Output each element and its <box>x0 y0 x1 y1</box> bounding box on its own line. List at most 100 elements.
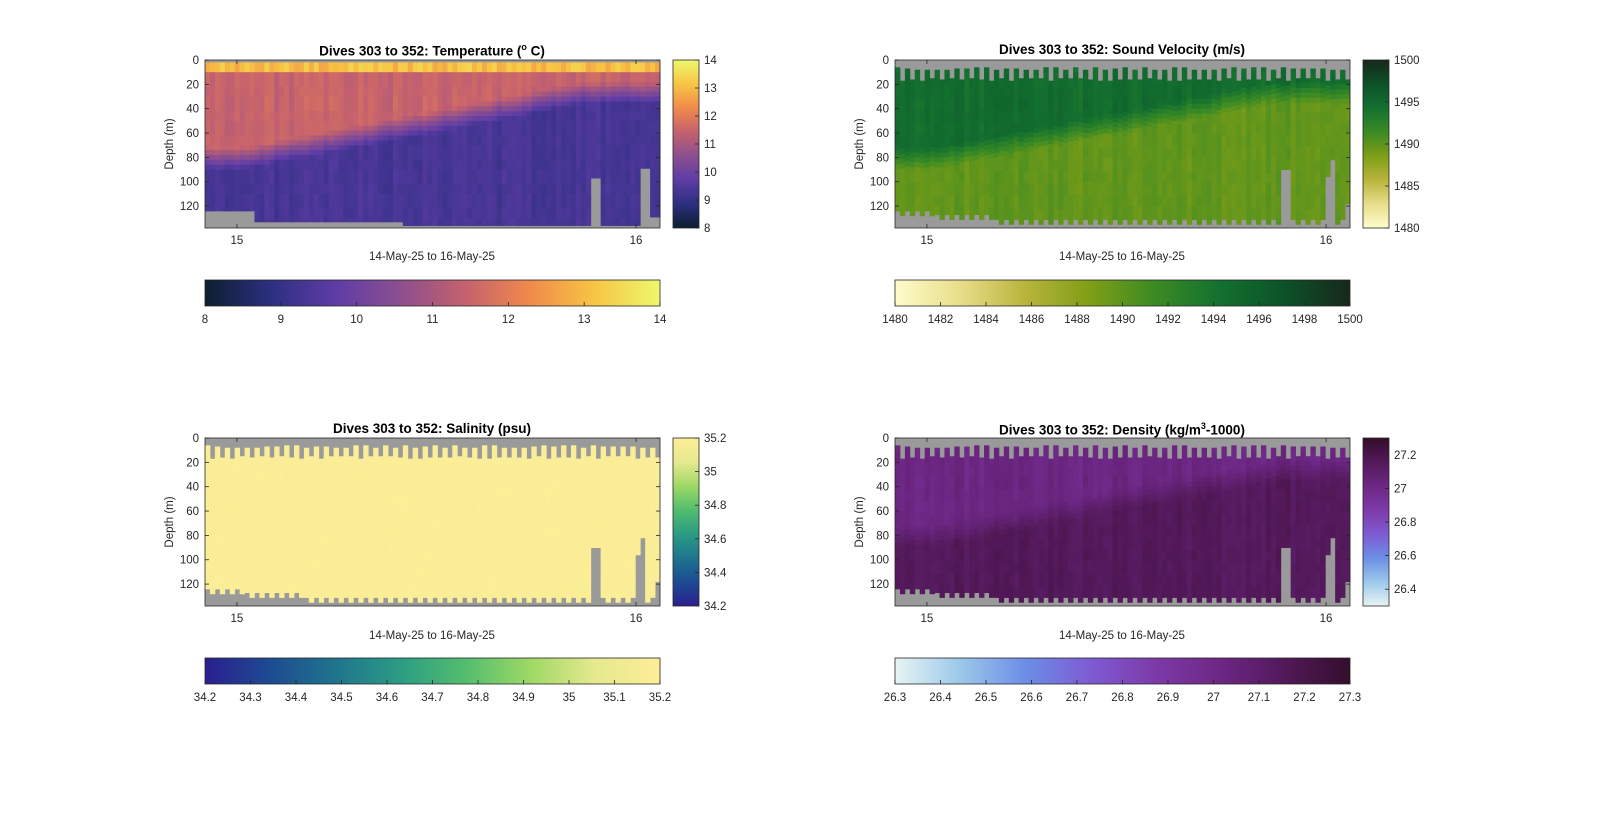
heatmap-cell <box>229 101 236 107</box>
heatmap-cell <box>254 135 260 141</box>
heatmap-cell <box>392 179 399 185</box>
heatmap-cell <box>625 101 631 107</box>
heatmap-cell <box>387 135 394 141</box>
heatmap-cell <box>1176 202 1183 208</box>
heatmap-cell <box>501 111 508 117</box>
heatmap-cell <box>442 72 448 78</box>
heatmap-cell <box>919 153 926 160</box>
heatmap-cell <box>472 101 478 107</box>
heatmap-cell <box>298 145 305 151</box>
heatmap-cell <box>407 120 414 127</box>
heatmap-cell <box>1048 163 1054 169</box>
heatmap-cell <box>219 135 226 141</box>
heatmap-cell <box>1102 201 1109 207</box>
heatmap-cell <box>1013 190 1020 196</box>
heatmap-cell <box>575 174 582 180</box>
heatmap-cell <box>979 157 985 163</box>
heatmap-cell <box>402 213 409 219</box>
heatmap-cell <box>1092 140 1099 146</box>
heatmap-cell <box>1107 217 1114 223</box>
heatmap-cell <box>397 213 404 219</box>
heatmap-cell <box>452 135 458 141</box>
heatmap-cell <box>318 203 325 209</box>
heatmap-cell <box>531 130 537 136</box>
heatmap-cell <box>219 159 226 166</box>
heatmap-cell <box>1167 124 1173 130</box>
heatmap-cell <box>284 81 290 88</box>
heatmap-cell <box>264 193 270 200</box>
heatmap-cell <box>333 184 339 190</box>
heatmap-cell <box>353 120 359 127</box>
heatmap-cell <box>1003 165 1010 172</box>
heatmap-cell <box>934 84 940 90</box>
heatmap-cell <box>407 145 414 151</box>
heatmap-cell <box>1162 215 1168 220</box>
heatmap-cell <box>630 189 636 195</box>
heatmap-cell <box>1068 78 1074 84</box>
heatmap-cell <box>939 94 945 100</box>
heatmap-cell <box>620 189 626 195</box>
heatmap-cell <box>269 120 275 127</box>
heatmap-cell <box>655 101 661 107</box>
heatmap-cell <box>432 101 438 107</box>
heatmap-cell <box>338 159 344 166</box>
heatmap-cell <box>998 83 1005 89</box>
heatmap-cell <box>318 72 325 78</box>
heatmap-cell <box>219 62 226 68</box>
heatmap-cell <box>541 135 547 141</box>
heatmap-cell <box>516 130 522 136</box>
heatmap-cell <box>269 145 275 151</box>
heatmap-cell <box>1068 107 1074 113</box>
heatmap-cell <box>303 77 310 83</box>
heatmap-cell <box>1127 123 1133 129</box>
heatmap-cell <box>575 125 582 132</box>
heatmap-cell <box>655 169 661 175</box>
heatmap-cell <box>452 106 458 112</box>
heatmap-cell <box>546 101 552 107</box>
heatmap-cell <box>1171 164 1178 170</box>
heatmap-cell <box>481 91 488 97</box>
heatmap-cell <box>1102 147 1109 153</box>
heatmap-cell <box>472 77 478 83</box>
heatmap-cell <box>964 209 970 216</box>
heatmap-cell <box>1082 176 1089 183</box>
heatmap-cell <box>303 169 310 175</box>
heatmap-cell <box>1053 72 1059 78</box>
heatmap-cell <box>1167 114 1173 121</box>
heatmap-cell <box>298 208 305 214</box>
heatmap-cell <box>348 218 354 223</box>
heatmap-cell <box>1107 221 1114 225</box>
heatmap-cell <box>486 184 493 190</box>
heatmap-cell <box>383 116 389 122</box>
heatmap-cell <box>313 164 320 170</box>
heatmap-cell <box>904 161 911 167</box>
heatmap-cell <box>501 106 508 112</box>
heatmap-cell <box>496 86 503 93</box>
heatmap-cell <box>1063 210 1069 217</box>
heatmap-cell <box>284 101 290 107</box>
heatmap-cell <box>979 103 985 110</box>
heatmap-cell <box>1063 167 1069 173</box>
heatmap-cell <box>289 189 295 195</box>
heatmap-cell <box>1073 169 1079 175</box>
heatmap-cell <box>358 81 364 88</box>
heatmap-cell <box>1132 147 1138 153</box>
heatmap-cell <box>259 184 265 190</box>
heatmap-cell <box>259 164 265 170</box>
heatmap-cell <box>1176 134 1183 140</box>
heatmap-cell <box>373 86 379 93</box>
heatmap-cell <box>462 198 468 205</box>
heatmap-cell <box>984 72 990 78</box>
heatmap-cell <box>993 128 1000 134</box>
heatmap-cell <box>417 111 424 117</box>
heatmap-cell <box>506 145 513 151</box>
heatmap-cell <box>1073 106 1079 112</box>
heatmap-cell <box>1043 101 1049 107</box>
heatmap-cell <box>328 135 334 141</box>
heatmap-cell <box>1082 157 1089 163</box>
heatmap-cell <box>630 130 636 136</box>
heatmap-cell <box>452 198 458 205</box>
heatmap-cell <box>521 174 527 180</box>
heatmap-cell <box>620 106 626 112</box>
heatmap-cell <box>496 72 503 78</box>
